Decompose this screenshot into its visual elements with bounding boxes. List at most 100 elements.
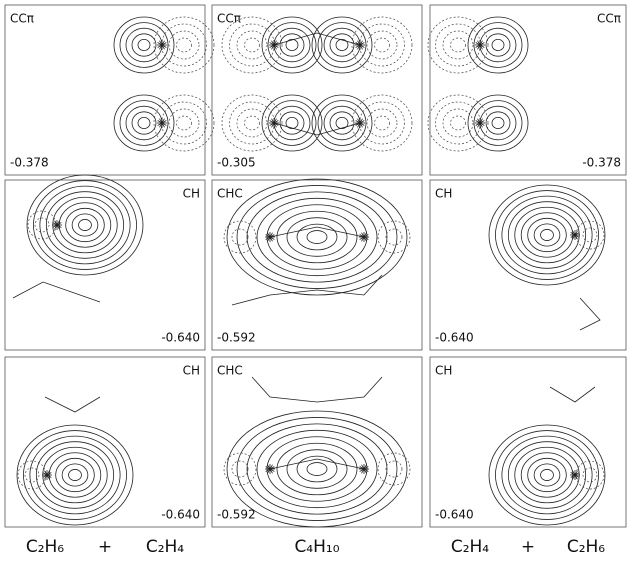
panel-energy: -0.640: [161, 508, 200, 522]
contour: [237, 185, 397, 288]
contour: [375, 116, 390, 130]
panel: CH -0.640: [5, 175, 205, 350]
contour: [492, 39, 504, 50]
panel: CHC -0.592: [212, 179, 422, 350]
contour: [534, 224, 560, 246]
contour: [330, 112, 354, 134]
contour: [126, 106, 162, 140]
panel-energy: -0.378: [582, 156, 621, 170]
contour: [492, 117, 504, 128]
contour: [267, 437, 367, 501]
contour: [307, 463, 327, 476]
contour: [138, 39, 150, 50]
contour: [297, 224, 337, 250]
contour: [324, 106, 360, 140]
contour: [277, 443, 357, 495]
contour: [528, 218, 567, 251]
panel: CCπ -0.378: [428, 5, 626, 175]
contour: [53, 197, 117, 253]
panel-frame: [212, 180, 422, 350]
panel-label: CH: [435, 364, 452, 378]
panel-frame: [430, 5, 626, 175]
contour: [62, 464, 88, 486]
contour: [177, 38, 192, 52]
contour: [59, 203, 111, 247]
panel-label: CCπ: [217, 12, 241, 26]
caption-operator: +: [521, 537, 535, 557]
contour: [237, 417, 397, 520]
contour: [237, 31, 267, 59]
panel-label: CCπ: [597, 12, 621, 26]
panel-frame: [5, 180, 205, 350]
contour: [27, 175, 143, 275]
bond: [252, 377, 382, 402]
contour: [386, 461, 402, 477]
contour: [126, 28, 162, 62]
contour: [541, 469, 554, 480]
contour: [56, 458, 95, 491]
contour: [386, 229, 402, 245]
panel-energy: -0.378: [10, 156, 49, 170]
bond: [270, 459, 364, 469]
contour: [169, 31, 199, 59]
panel-energy: -0.592: [217, 508, 256, 522]
bond: [232, 275, 382, 305]
contour: [169, 109, 199, 137]
panel: CH-0.640: [430, 180, 626, 350]
contour: [69, 469, 82, 480]
contour: [576, 461, 604, 489]
panel-energy: -0.305: [217, 156, 256, 170]
contour: [232, 461, 248, 477]
panel-label: CCπ: [10, 12, 34, 26]
contour: [330, 34, 354, 56]
panel-energy: -0.592: [217, 331, 256, 345]
contour: [489, 185, 605, 285]
panel-energy: -0.640: [435, 331, 474, 345]
panel: CCπ -0.305: [212, 5, 422, 175]
bond: [550, 387, 595, 402]
contour: [280, 34, 304, 56]
panel-label: CH: [183, 187, 200, 201]
contour: [17, 425, 133, 525]
panel-label: CHC: [217, 187, 243, 201]
bond: [45, 397, 100, 412]
contour: [451, 116, 466, 130]
contour: [521, 213, 573, 257]
contour: [287, 218, 347, 257]
contour: [486, 112, 510, 134]
bond: [13, 282, 100, 302]
contour: [280, 112, 304, 134]
contour: [443, 109, 473, 137]
panel: CH -0.640: [430, 357, 626, 527]
contour: [576, 221, 604, 249]
contour: [245, 116, 260, 130]
contour: [18, 461, 46, 489]
contour: [287, 450, 347, 489]
figure: CCπ-0.378CCπ-0.305CCπ-0.378CH-0.640CHC-0…: [0, 0, 631, 562]
panel-energy: -0.640: [435, 508, 474, 522]
caption: C₂H₆: [26, 537, 64, 557]
contour: [132, 34, 156, 56]
contour: [515, 447, 579, 503]
contour: [541, 229, 554, 240]
contour: [486, 34, 510, 56]
panel-frame: [5, 5, 205, 175]
caption-operator: +: [98, 537, 112, 557]
contour: [232, 229, 248, 245]
caption: C₂H₄: [146, 537, 184, 557]
panel-label: CH: [183, 364, 200, 378]
contour: [451, 38, 466, 52]
panel-frame: [5, 357, 205, 527]
contour: [367, 109, 397, 137]
contour: [277, 211, 357, 263]
contour: [375, 38, 390, 52]
contour: [237, 109, 267, 137]
caption: C₂H₆: [567, 537, 605, 557]
panel: CH -0.640: [5, 357, 205, 527]
panel-energy: -0.640: [161, 331, 200, 345]
contour: [528, 458, 567, 491]
contour: [307, 231, 327, 244]
panel: CHC-0.592: [212, 357, 422, 527]
contour: [132, 112, 156, 134]
caption: C₂H₄: [451, 537, 489, 557]
